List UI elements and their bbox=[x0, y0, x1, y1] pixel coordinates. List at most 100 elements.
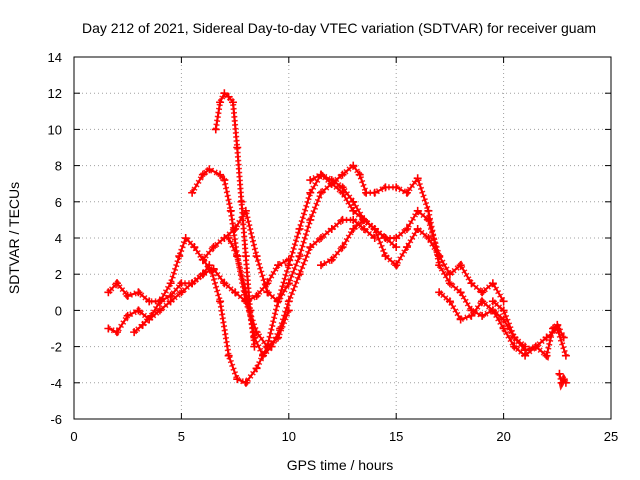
data-point bbox=[241, 378, 250, 387]
y-tick-label: 8 bbox=[55, 159, 62, 174]
data-point bbox=[370, 224, 379, 233]
chart-title: Day 212 of 2021, Sidereal Day-to-day VTE… bbox=[82, 20, 596, 36]
data-point bbox=[284, 297, 293, 306]
data-point bbox=[510, 333, 519, 342]
data-point bbox=[467, 279, 476, 288]
data-point bbox=[241, 288, 250, 297]
data-point bbox=[177, 288, 186, 297]
data-point bbox=[250, 333, 259, 342]
data-point bbox=[233, 252, 242, 261]
data-point bbox=[435, 261, 444, 270]
data-point bbox=[413, 206, 422, 215]
data-point bbox=[224, 351, 233, 360]
data-point bbox=[510, 342, 519, 351]
data-point bbox=[317, 188, 326, 197]
data-point bbox=[198, 255, 207, 264]
data-point bbox=[147, 311, 156, 320]
data-point bbox=[402, 188, 411, 197]
data-point bbox=[233, 143, 242, 152]
data-point bbox=[224, 92, 233, 101]
data-point bbox=[216, 170, 225, 179]
data-point bbox=[155, 306, 164, 315]
data-point bbox=[220, 176, 229, 185]
data-point bbox=[392, 234, 401, 242]
data-point bbox=[241, 252, 250, 261]
x-tick-label: 15 bbox=[389, 429, 403, 444]
data-point bbox=[123, 291, 132, 300]
data-point bbox=[349, 215, 358, 224]
data-point bbox=[413, 174, 422, 183]
data-point bbox=[402, 243, 411, 252]
y-tick-label: 10 bbox=[48, 122, 62, 137]
series-trace-11-markers bbox=[490, 299, 567, 362]
series-trace-9-markers bbox=[319, 215, 507, 303]
data-point bbox=[435, 288, 444, 297]
data-point bbox=[531, 342, 540, 351]
data-point bbox=[392, 261, 401, 270]
data-point bbox=[559, 333, 568, 342]
y-tick-label: -2 bbox=[50, 340, 62, 355]
data-point bbox=[134, 288, 143, 297]
data-point bbox=[355, 170, 364, 179]
data-point bbox=[263, 288, 272, 297]
data-point bbox=[252, 364, 261, 373]
data-point bbox=[211, 125, 220, 134]
y-tick-label: -6 bbox=[50, 412, 62, 427]
data-point bbox=[166, 291, 175, 300]
series-trace-1-line bbox=[107, 173, 441, 384]
y-tick-label: 6 bbox=[55, 195, 62, 210]
data-point bbox=[555, 369, 564, 378]
data-point bbox=[381, 234, 390, 242]
data-point bbox=[424, 206, 433, 215]
data-point bbox=[542, 351, 551, 360]
data-point bbox=[392, 183, 401, 192]
data-point bbox=[456, 315, 465, 324]
data-point bbox=[104, 324, 113, 333]
axis-ticks: 0 5 10 15 20 25 -6 -4 -2 0 2 4 6 8 10 12 14 bbox=[48, 50, 619, 444]
series-trace-4-markers bbox=[189, 165, 292, 351]
data-point bbox=[445, 279, 454, 288]
data-point bbox=[274, 297, 283, 306]
y-axis-label: SDTVAR / TECUs bbox=[6, 182, 22, 294]
series-trace-5-markers bbox=[212, 88, 258, 347]
data-point bbox=[445, 270, 454, 279]
series-trace-3-markers bbox=[132, 257, 291, 335]
series-trace-7-markers bbox=[225, 216, 377, 361]
data-point bbox=[274, 261, 283, 270]
data-point bbox=[209, 243, 218, 252]
data-point bbox=[138, 320, 147, 329]
data-point bbox=[561, 378, 570, 387]
data-point bbox=[276, 324, 285, 333]
data-point bbox=[252, 291, 261, 300]
series-trace-1-markers bbox=[106, 170, 443, 387]
data-point bbox=[205, 261, 214, 270]
data-point bbox=[370, 188, 379, 197]
data-point bbox=[317, 261, 326, 270]
data-point bbox=[488, 279, 497, 288]
data-point bbox=[198, 170, 207, 179]
data-point bbox=[228, 98, 237, 107]
data-point bbox=[327, 255, 336, 264]
data-point bbox=[175, 252, 184, 261]
data-point bbox=[267, 342, 276, 351]
data-point bbox=[499, 306, 508, 315]
data-point bbox=[205, 165, 214, 174]
data-point bbox=[145, 297, 154, 306]
data-point bbox=[553, 320, 562, 329]
data-point bbox=[155, 297, 164, 306]
data-point bbox=[284, 255, 293, 264]
data-point bbox=[499, 324, 508, 333]
data-point bbox=[478, 311, 487, 320]
y-tick-label: 14 bbox=[48, 50, 62, 65]
data-point bbox=[216, 297, 225, 306]
data-point bbox=[295, 224, 304, 233]
data-point bbox=[190, 243, 199, 252]
data-point bbox=[188, 188, 197, 197]
series-trace-12-markers bbox=[556, 373, 569, 391]
y-tick-label: -4 bbox=[50, 376, 62, 391]
data-point bbox=[488, 297, 497, 306]
x-tick-label: 20 bbox=[496, 429, 510, 444]
x-tick-label: 10 bbox=[282, 429, 296, 444]
data-point bbox=[231, 288, 240, 297]
data-point bbox=[424, 234, 433, 242]
